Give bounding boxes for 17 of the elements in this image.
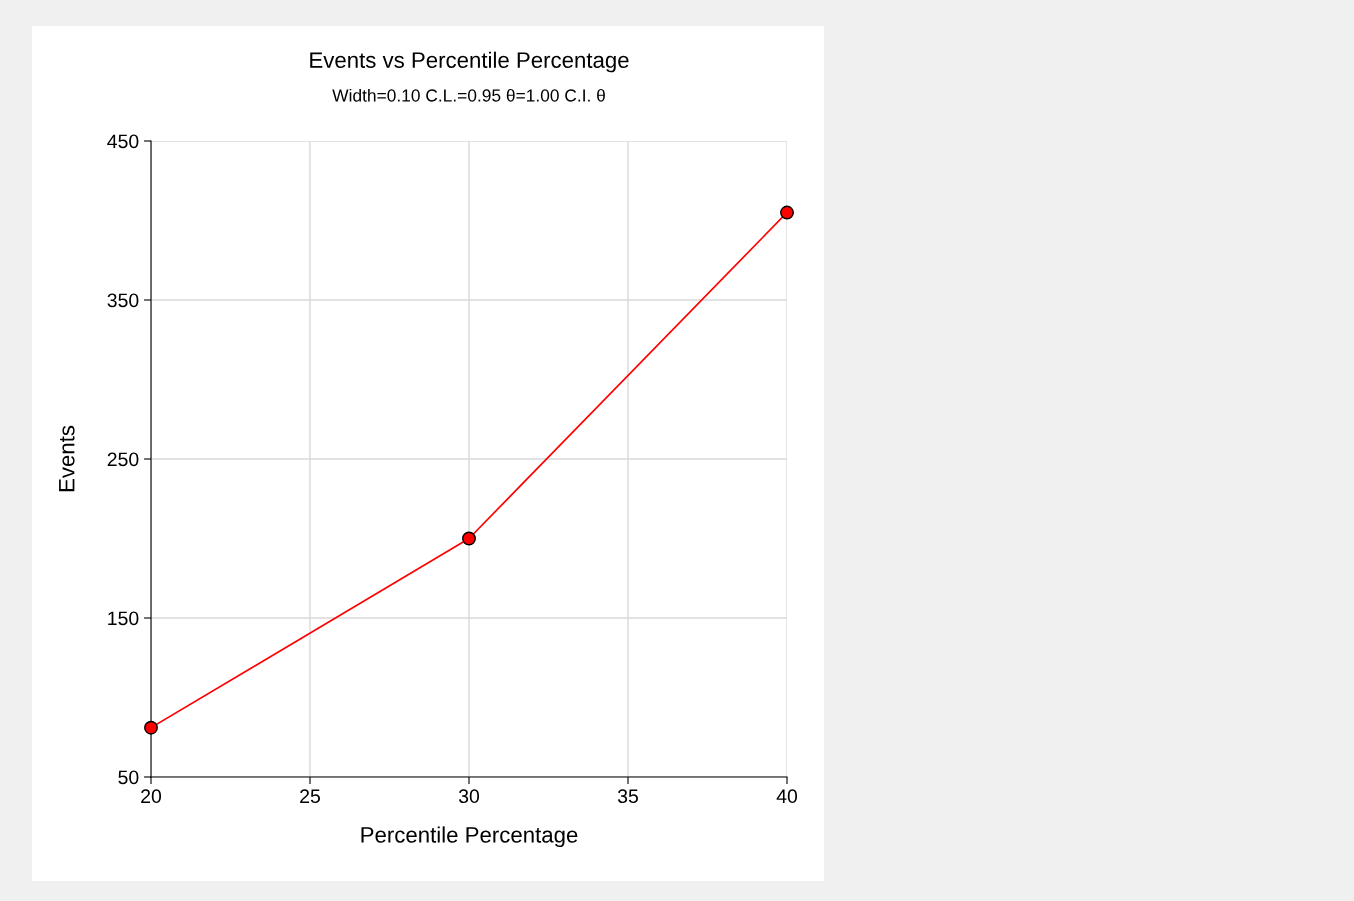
y-tick-label: 250 <box>107 452 139 467</box>
x-tick-label: 40 <box>776 789 798 804</box>
point <box>144 720 158 735</box>
x-tick-label: 35 <box>617 789 638 804</box>
y-axis-title: Events <box>59 425 75 492</box>
y-tick-label: 450 <box>107 134 139 149</box>
chart-subtitle: Width=0.10 C.L.=0.95 θ=1.00 C.I. θ <box>332 88 605 102</box>
x-axis-title: Percentile Percentage <box>361 826 578 848</box>
chart-title: Events vs Percentile Percentage <box>310 51 629 73</box>
y-tick-label: 150 <box>108 611 139 626</box>
x-tick-label: 25 <box>300 789 320 804</box>
point <box>780 205 794 220</box>
point <box>462 531 476 546</box>
x-tick-label: 30 <box>458 789 480 804</box>
y-tick-label: 350 <box>107 293 139 308</box>
y-tick-label: 50 <box>118 770 139 785</box>
x-tick-label: 20 <box>141 789 162 804</box>
